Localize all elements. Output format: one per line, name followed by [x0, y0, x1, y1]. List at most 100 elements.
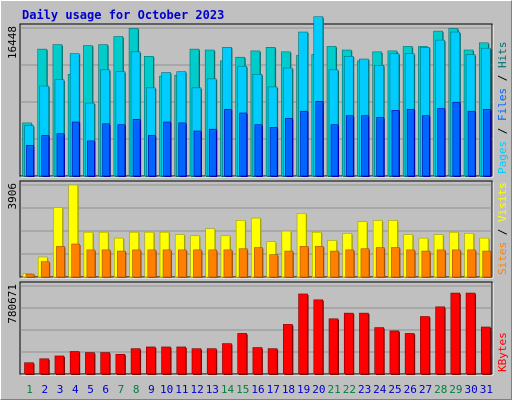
kbytes-bar [100, 352, 111, 375]
kbytes-bar [298, 293, 309, 375]
files-bar [132, 119, 142, 177]
x-tick-label: 26 [404, 383, 417, 396]
sites-bar [162, 249, 173, 278]
files-bar [315, 101, 324, 177]
x-axis-labels: 1 2 3 4 5 6 7 8 9 10 11 12 13 14 15 16 17 18 19 20 21 22 23 24 2… [26, 383, 493, 396]
legend-volume: KBytes [496, 332, 509, 372]
sites-bar [25, 273, 35, 278]
sites-bar [40, 261, 51, 278]
files-bar [87, 140, 96, 177]
files-bar [148, 135, 157, 177]
files-bar [300, 110, 309, 177]
y-max-label: 16448 [6, 26, 19, 59]
sites-bar [284, 250, 294, 278]
sites-bar [117, 250, 127, 278]
sites-bar [482, 250, 492, 278]
x-tick-label: 24 [373, 383, 387, 396]
sites-bar [71, 243, 81, 278]
kbytes-bar [222, 343, 233, 375]
bars-volume [24, 292, 492, 375]
panel-visitors: 3906 Sites / Visits [6, 180, 509, 279]
files-bar [41, 135, 50, 177]
chart-panels: 16448 Pages / Files / Hits 3906 Sites / Vis… [6, 16, 509, 376]
kbytes-bar [313, 299, 324, 375]
sites-bar [208, 249, 218, 278]
kbytes-bar [24, 362, 35, 375]
sites-bar [238, 248, 249, 278]
files-bar [117, 124, 126, 177]
x-tick-label: 3 [57, 383, 64, 396]
kbytes-bar [252, 347, 263, 375]
sites-bar [452, 249, 462, 278]
sites-bar [254, 247, 264, 278]
kbytes-bar [206, 348, 218, 375]
sites-bar [223, 249, 233, 278]
files-bar [437, 108, 446, 177]
files-bar [26, 145, 35, 177]
x-tick-label: 28 [434, 383, 447, 396]
legend-visitors: Sites / Visits [496, 182, 509, 275]
x-tick-label: 2 [42, 383, 49, 396]
files-bar [452, 101, 461, 177]
sites-bar [375, 247, 386, 278]
x-tick-label: 8 [133, 383, 140, 396]
kbytes-bar [115, 353, 126, 375]
kbytes-bar [267, 348, 279, 375]
x-tick-label: 11 [175, 383, 188, 396]
x-tick-label: 15 [236, 383, 249, 396]
kbytes-bar [404, 333, 416, 375]
x-tick-label: 19 [297, 383, 310, 396]
sites-bar [101, 249, 112, 278]
panel-traffic: 16448 Pages / Files / Hits [6, 16, 509, 178]
kbytes-bar [39, 358, 50, 375]
sites-bar [193, 249, 203, 278]
files-bar [254, 124, 263, 177]
files-bar [467, 110, 477, 177]
kbytes-bar [420, 316, 431, 375]
legend-separator: / [496, 68, 509, 88]
x-tick-label: 7 [118, 383, 125, 396]
kbytes-bar [54, 355, 65, 375]
kbytes-bar [191, 348, 202, 375]
legend-separator: / [496, 121, 509, 141]
x-tick-label: 27 [419, 383, 432, 396]
files-bar [178, 122, 187, 177]
x-tick-label: 4 [72, 383, 79, 396]
panel-volume: 780671 KBytes [6, 281, 509, 376]
sites-bar [436, 249, 447, 278]
kbytes-bar [359, 312, 370, 375]
kbytes-bar [85, 352, 96, 375]
legend-files: Files [496, 88, 509, 121]
files-bar [269, 127, 279, 177]
files-bar [391, 110, 400, 177]
x-tick-label: 12 [190, 383, 203, 396]
files-bar [482, 109, 492, 177]
files-bar [330, 124, 340, 177]
sites-bar [345, 249, 355, 278]
x-tick-label: 25 [388, 383, 401, 396]
sites-bar [467, 249, 477, 278]
x-tick-label: 9 [148, 383, 155, 396]
files-bar [345, 115, 355, 177]
files-bar [376, 117, 385, 177]
kbytes-bar [480, 326, 492, 375]
files-bar [193, 130, 202, 177]
kbytes-bar [389, 330, 400, 375]
files-bar [361, 115, 370, 177]
x-tick-label: 16 [251, 383, 264, 396]
files-bar [239, 112, 248, 177]
x-tick-label: 1 [26, 383, 33, 396]
files-bar [406, 109, 416, 177]
legend-hits: Hits [496, 42, 509, 69]
sites-bar [269, 254, 279, 278]
sites-bar [360, 248, 370, 278]
files-bar [71, 121, 81, 177]
bars-visitors [22, 184, 492, 278]
kbytes-bar [450, 292, 461, 375]
files-bar [208, 128, 218, 177]
kbytes-bar [435, 306, 446, 375]
sites-bar [86, 249, 96, 278]
x-tick-label: 22 [343, 383, 356, 396]
kbytes-bar [343, 312, 355, 375]
